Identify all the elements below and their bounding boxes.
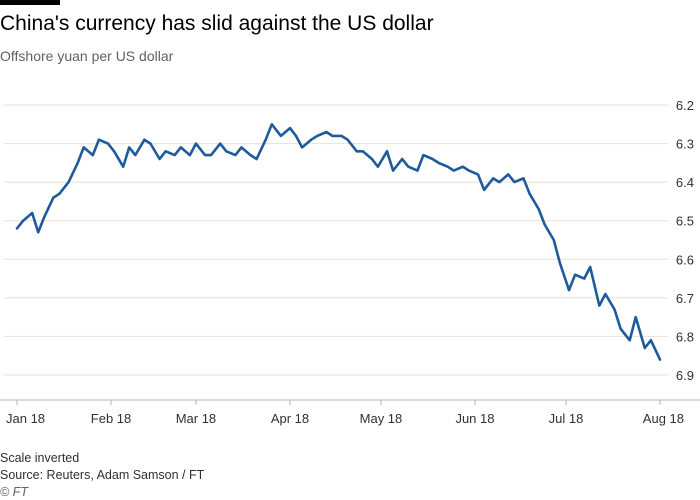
series-group [15,122,662,361]
chart-title: China's currency has slid against the US… [0,12,434,35]
series-line [15,122,662,361]
x-tick-label: Feb 18 [91,411,131,426]
x-tick-label: Aug 18 [643,411,684,426]
y-tick-label: 6.2 [676,98,694,113]
x-tick-label: Jun 18 [455,411,494,426]
x-tick-label: Jan 18 [6,411,45,426]
y-tick-label: 6.4 [676,175,694,190]
source-line: Source: Reuters, Adam Samson / FT [0,468,205,482]
scale-note: Scale inverted [0,451,80,465]
y-axis-ticks: 6.2 6.3 6.4 6.5 6.6 6.7 6.8 6.9 [676,98,694,383]
x-axis: Jan 18 Feb 18 Mar 18 Apr 18 May 18 Jun 18 Jul … [0,399,700,426]
brand-bar [0,0,60,5]
x-tick-label: Apr 18 [271,411,309,426]
y-tick-label: 6.5 [676,214,694,229]
chart-subtitle: Offshore yuan per US dollar [0,48,174,64]
copyright-credit: © FT [0,485,28,499]
x-tick-label: May 18 [360,411,403,426]
y-tick-label: 6.7 [676,291,694,306]
x-tick-label: Jul 18 [549,411,584,426]
y-tick-label: 6.3 [676,137,694,152]
line-chart: 6.2 6.3 6.4 6.5 6.6 6.7 6.8 6.9 Jan 18 Feb 18 Mar… [0,98,700,426]
y-tick-label: 6.8 [676,329,694,344]
y-tick-label: 6.6 [676,252,694,267]
y-tick-label: 6.9 [676,368,694,383]
x-tick-label: Mar 18 [176,411,216,426]
gridlines [4,104,668,376]
